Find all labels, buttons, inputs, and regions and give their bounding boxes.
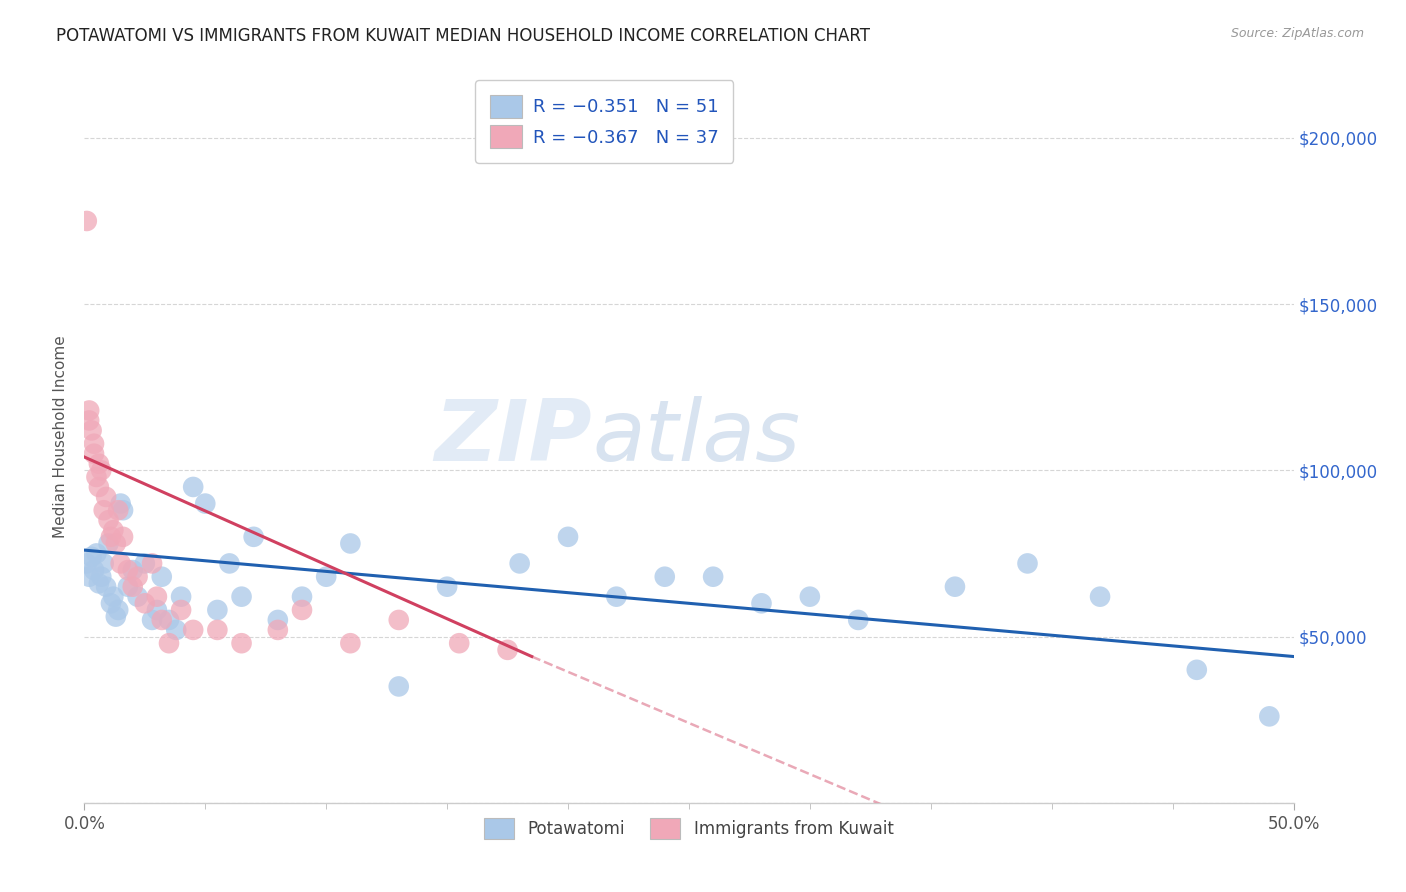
Point <box>146 603 169 617</box>
Text: Source: ZipAtlas.com: Source: ZipAtlas.com <box>1230 27 1364 40</box>
Point <box>83 436 105 450</box>
Point <box>110 557 132 571</box>
Point <box>94 490 117 504</box>
Point <box>104 609 127 624</box>
Point <box>117 563 139 577</box>
Point <box>157 613 180 627</box>
Point <box>388 680 411 694</box>
Legend: Potawatomi, Immigrants from Kuwait: Potawatomi, Immigrants from Kuwait <box>478 811 900 846</box>
Text: ZIP: ZIP <box>434 395 592 479</box>
Point <box>150 613 173 627</box>
Point <box>107 603 129 617</box>
Point <box>134 557 156 571</box>
Point <box>121 563 143 577</box>
Point <box>846 613 869 627</box>
Point <box>127 570 149 584</box>
Point <box>315 570 337 584</box>
Point <box>1258 709 1281 723</box>
Point <box>112 503 135 517</box>
Point <box>100 530 122 544</box>
Point <box>80 549 103 564</box>
Point <box>127 590 149 604</box>
Point <box>112 530 135 544</box>
Point <box>93 557 115 571</box>
Point <box>77 413 100 427</box>
Point <box>799 590 821 604</box>
Point <box>104 536 127 550</box>
Point <box>170 603 193 617</box>
Point <box>141 557 163 571</box>
Point <box>654 570 676 584</box>
Point <box>1017 557 1039 571</box>
Point <box>94 580 117 594</box>
Point <box>267 623 290 637</box>
Point <box>181 623 204 637</box>
Text: atlas: atlas <box>592 395 800 479</box>
Point <box>100 596 122 610</box>
Point <box>77 570 100 584</box>
Point <box>943 580 966 594</box>
Point <box>87 457 110 471</box>
Point <box>388 613 411 627</box>
Point <box>146 590 169 604</box>
Point <box>121 580 143 594</box>
Point <box>107 503 129 517</box>
Point <box>1185 663 1208 677</box>
Point <box>83 563 105 577</box>
Point <box>218 557 240 571</box>
Point <box>157 636 180 650</box>
Point <box>150 570 173 584</box>
Point <box>449 636 471 650</box>
Point <box>134 596 156 610</box>
Point <box>1088 590 1111 604</box>
Point <box>339 536 361 550</box>
Point <box>242 530 264 544</box>
Point <box>80 424 103 438</box>
Point <box>291 590 314 604</box>
Text: POTAWATOMI VS IMMIGRANTS FROM KUWAIT MEDIAN HOUSEHOLD INCOME CORRELATION CHART: POTAWATOMI VS IMMIGRANTS FROM KUWAIT MED… <box>56 27 870 45</box>
Point <box>97 513 120 527</box>
Point <box>231 590 253 604</box>
Point <box>103 523 125 537</box>
Point <box>181 480 204 494</box>
Point <box>557 530 579 544</box>
Point <box>207 623 229 637</box>
Point <box>702 570 724 584</box>
Point <box>231 636 253 650</box>
Point <box>496 643 519 657</box>
Point <box>90 463 112 477</box>
Point <box>77 403 100 417</box>
Point <box>509 557 531 571</box>
Point <box>436 580 458 594</box>
Point <box>194 497 217 511</box>
Point <box>117 580 139 594</box>
Point <box>97 536 120 550</box>
Point <box>76 557 98 571</box>
Point <box>93 503 115 517</box>
Point <box>110 497 132 511</box>
Point <box>76 214 98 228</box>
Point <box>86 546 108 560</box>
Point <box>207 603 229 617</box>
Point <box>267 613 290 627</box>
Y-axis label: Median Household Income: Median Household Income <box>53 335 69 539</box>
Point <box>291 603 314 617</box>
Point <box>87 576 110 591</box>
Point <box>339 636 361 650</box>
Point <box>170 590 193 604</box>
Point <box>87 480 110 494</box>
Point <box>90 570 112 584</box>
Point <box>141 613 163 627</box>
Point <box>103 590 125 604</box>
Point <box>83 447 105 461</box>
Point <box>86 470 108 484</box>
Point <box>165 623 187 637</box>
Point <box>751 596 773 610</box>
Point <box>605 590 627 604</box>
